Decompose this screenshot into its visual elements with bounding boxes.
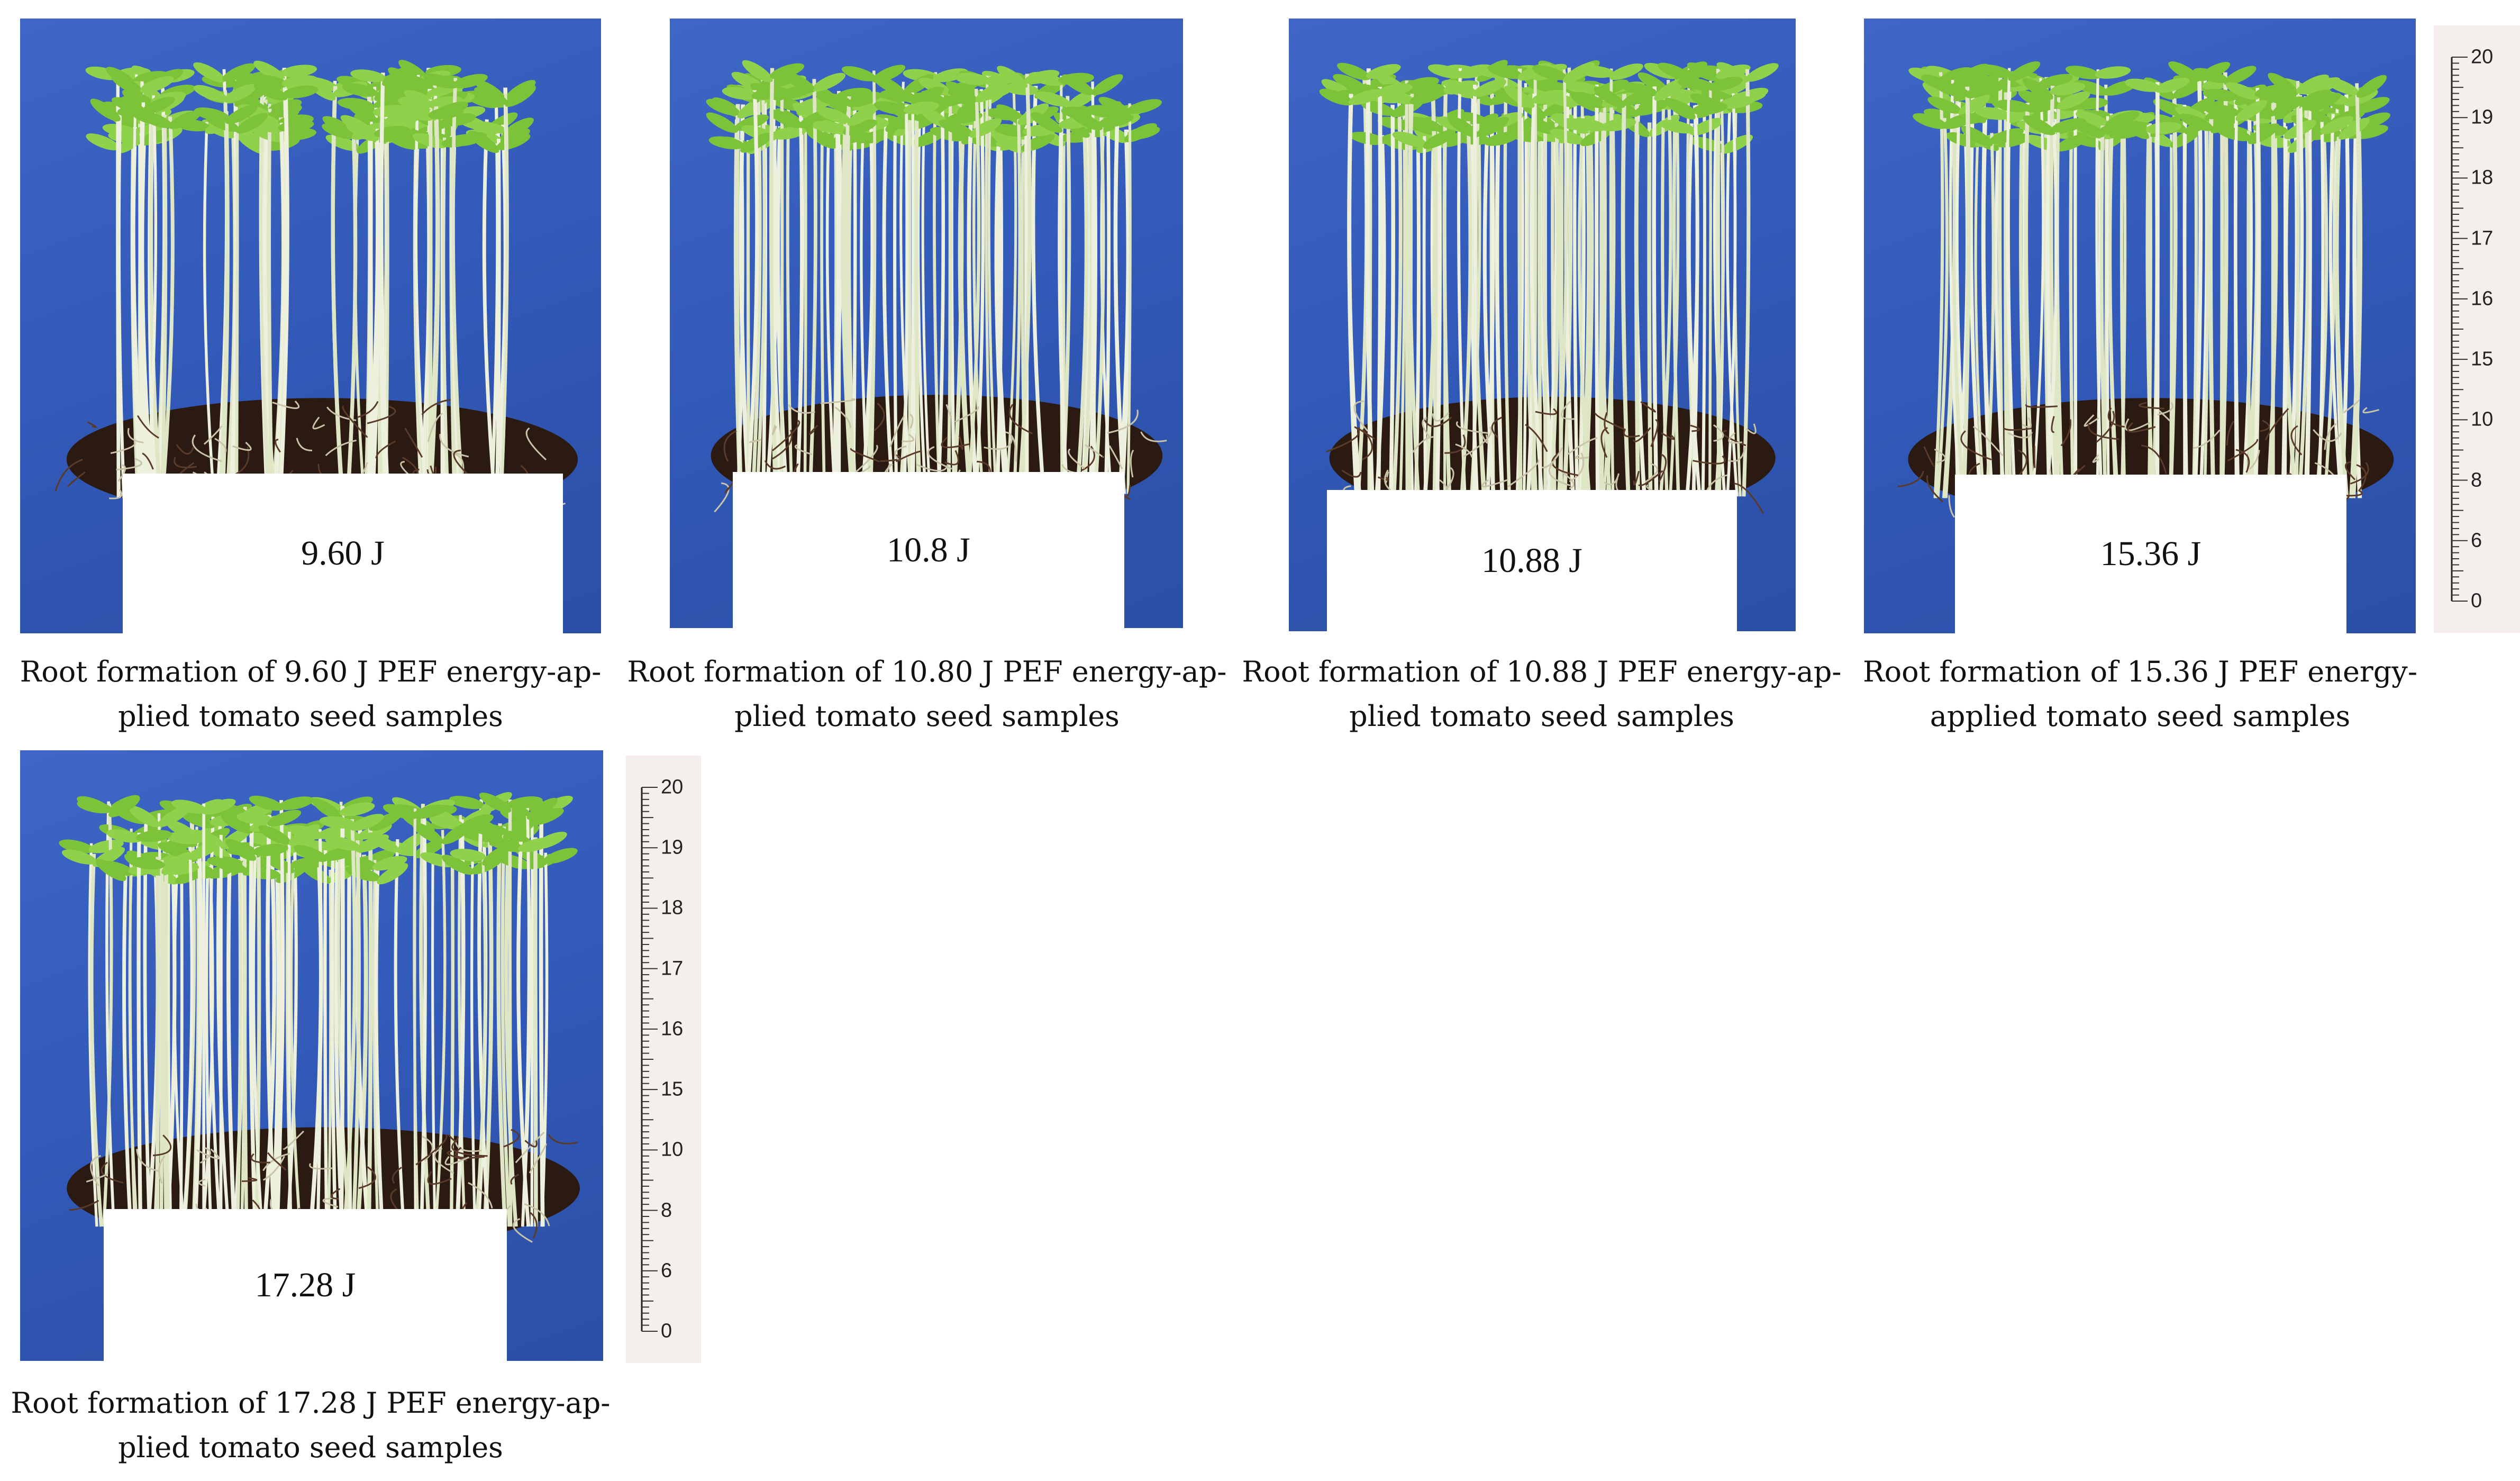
ruler-label: 20 — [661, 776, 684, 798]
caption-line-1: Root formation of 15.36 J PEF energy- — [1862, 655, 2418, 688]
energy-label-card-5: 17.28 J — [104, 1209, 507, 1361]
seedlings-illustration — [1319, 60, 1779, 520]
ruler-1: 20 19 18 17 16 15 10 8 6 0 — [2434, 25, 2520, 633]
caption-3: Root formation of 10.88 J PEF energy-ap-… — [1236, 650, 1848, 739]
ruler-label: 0 — [2471, 589, 2482, 612]
ruler-ticks — [641, 787, 658, 1332]
ruler-label: 10 — [2471, 408, 2494, 431]
ruler-label: 16 — [661, 1017, 684, 1040]
caption-line-2: plied tomato seed samples — [118, 1431, 503, 1464]
energy-label-card-2: 10.8 J — [733, 472, 1124, 628]
energy-label-card-3: 10.88 J — [1327, 490, 1737, 631]
caption-line-1: Root formation of 10.80 J PEF energy-ap- — [627, 655, 1227, 688]
caption-1: Root formation of 9.60 J PEF energy-ap- … — [0, 650, 621, 739]
ruler-label: 15 — [661, 1078, 684, 1101]
seedlings-illustration — [1897, 61, 2394, 524]
ruler-label: 6 — [661, 1259, 672, 1282]
caption-line-2: plied tomato seed samples — [118, 699, 503, 733]
ruler-label: 0 — [661, 1320, 672, 1342]
ruler-label: 19 — [661, 836, 684, 859]
caption-4: Root formation of 15.36 J PEF energy- ap… — [1841, 650, 2439, 739]
ruler-label: 15 — [2471, 348, 2494, 370]
ruler-2: 20 19 18 17 16 15 10 8 6 0 — [626, 756, 701, 1363]
caption-line-2: plied tomato seed samples — [1349, 699, 1734, 733]
caption-line-1: Root formation of 10.88 J PEF energy-ap- — [1242, 655, 1842, 688]
ruler-label: 17 — [661, 957, 684, 980]
energy-label: 9.60 J — [301, 534, 385, 573]
energy-label: 17.28 J — [254, 1265, 356, 1304]
ruler-label: 18 — [2471, 166, 2494, 189]
energy-label-card-1: 9.60 J — [123, 474, 563, 633]
caption-line-2: applied tomato seed samples — [1930, 699, 2351, 733]
ruler-label: 8 — [2471, 469, 2482, 492]
caption-line-1: Root formation of 9.60 J PEF energy-ap- — [20, 655, 602, 688]
energy-label: 15.36 J — [2100, 534, 2201, 573]
energy-label-card-4: 15.36 J — [1955, 475, 2346, 633]
ruler-label: 16 — [2471, 287, 2494, 310]
caption-2: Root formation of 10.80 J PEF energy-ap-… — [619, 650, 1235, 739]
seedlings-illustration — [706, 60, 1167, 524]
ruler-label: 8 — [661, 1199, 672, 1222]
ruler-label: 6 — [2471, 529, 2482, 552]
ruler-ticks — [2451, 57, 2468, 602]
ruler-label: 20 — [2471, 46, 2494, 68]
energy-label: 10.88 J — [1481, 541, 1582, 580]
energy-label: 10.8 J — [887, 530, 970, 569]
caption-line-2: plied tomato seed samples — [734, 699, 1120, 733]
caption-5: Root formation of 17.28 J PEF energy-ap-… — [0, 1381, 621, 1470]
ruler-label: 10 — [661, 1138, 684, 1161]
ruler-label: 18 — [661, 896, 684, 919]
caption-line-1: Root formation of 17.28 J PEF energy-ap- — [11, 1386, 611, 1420]
ruler-label: 17 — [2471, 227, 2494, 250]
ruler-label: 19 — [2471, 106, 2494, 129]
